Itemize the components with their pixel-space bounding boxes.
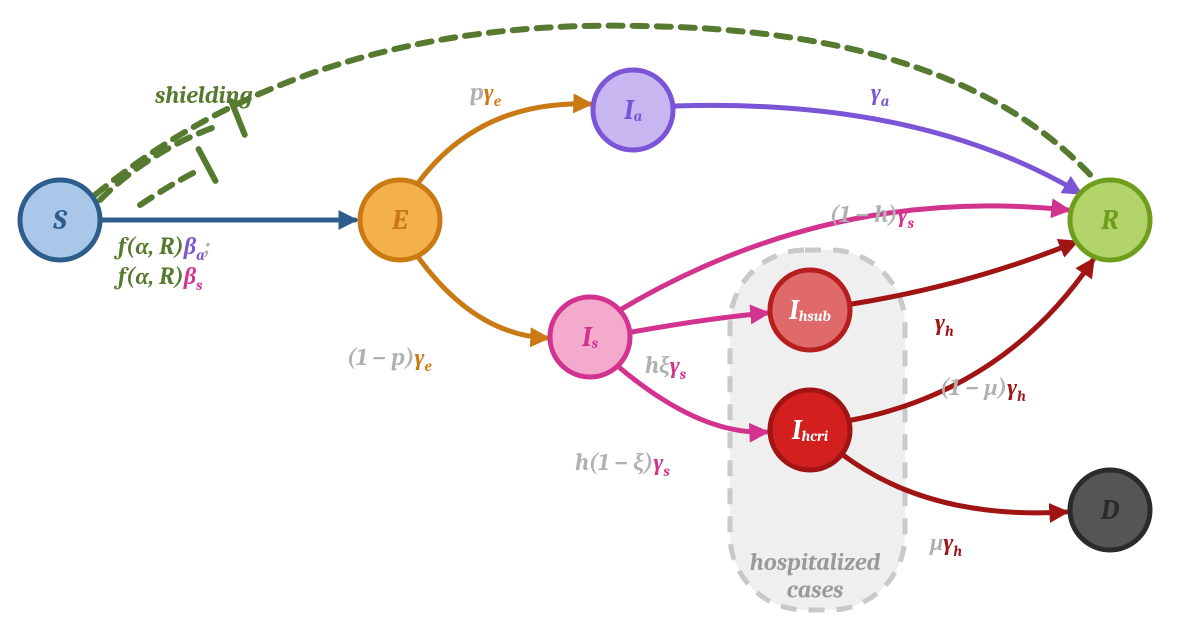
- diagram-stage: shieldingSEIaIsIhsubIhcriRDf(α, R)βa;f(α…: [0, 0, 1200, 640]
- node-label-R: R: [1100, 204, 1119, 236]
- edge-label-Is_Ihcri: h(1 − ξ)γs: [575, 448, 670, 480]
- edge-label-Ihcri_D: μγh: [928, 528, 962, 560]
- edge-label-Is_R: (1 − h)γs: [830, 200, 915, 232]
- edge-E_Is: [418, 257, 547, 338]
- edge-label-S_E: f(α, R)βa;: [113, 232, 210, 264]
- shielding-label: shielding: [155, 81, 253, 109]
- node-label-S: S: [52, 204, 68, 236]
- node-label-D: D: [1100, 494, 1120, 526]
- edge-label-S_E_b: f(α, R)βs: [113, 262, 203, 294]
- shielding-cap-1: [199, 149, 216, 181]
- edge-label-Ihsub_R: γh: [935, 308, 954, 340]
- edge-label-Is_Ihsub: hξγs: [645, 351, 687, 383]
- edge-label-E_Is: (1 − p)γe: [347, 343, 433, 375]
- edge-label-Ihcri_R: (1 − μ)γh: [940, 373, 1026, 405]
- edge-label-E_Ia: pγe: [470, 78, 502, 110]
- diagram-svg: shieldingSEIaIsIhsubIhcriRDf(α, R)βa;f(α…: [0, 0, 1200, 640]
- shielding-stub-1: [140, 172, 195, 205]
- edge-Ia_R: [675, 105, 1080, 193]
- node-label-E: E: [391, 204, 409, 236]
- edge-E_Ia: [418, 104, 590, 183]
- edge-label-Ia_R: γa: [871, 78, 890, 110]
